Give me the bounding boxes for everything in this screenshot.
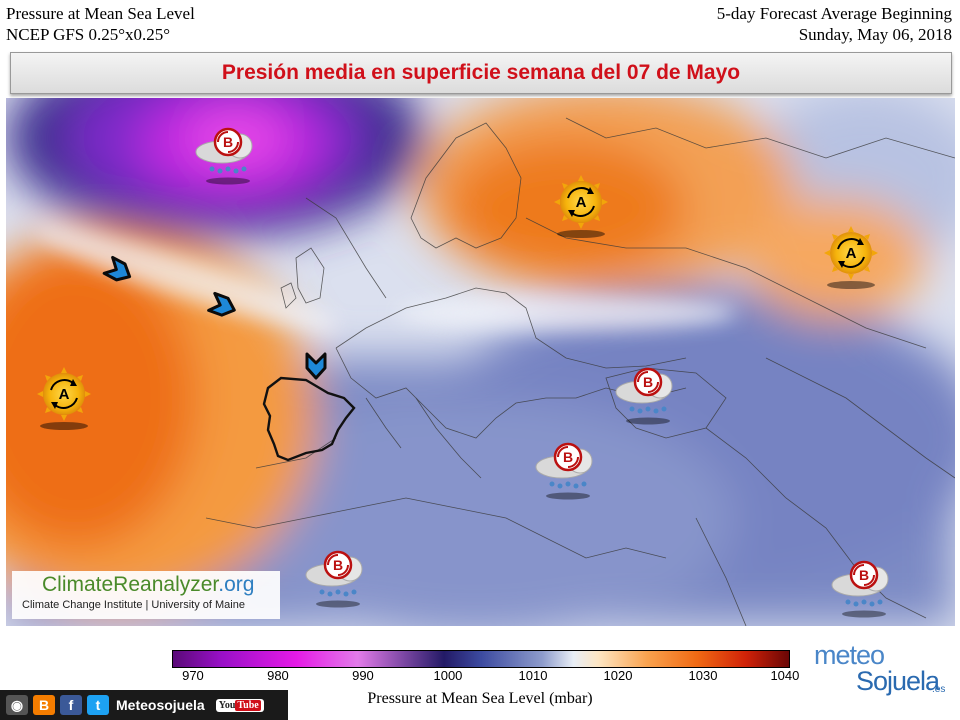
low-label: B bbox=[563, 449, 573, 465]
high-label: A bbox=[576, 194, 587, 211]
banner-title: Presión media en superficie semana del 0… bbox=[221, 61, 741, 84]
iberia-outline bbox=[262, 376, 356, 462]
colorbar-ticks: 970 980 990 1000 1010 1020 1030 1040 bbox=[172, 668, 799, 688]
meteosojuela-logo: meteo Sojuela .es bbox=[814, 640, 954, 700]
low-label: B bbox=[223, 134, 233, 150]
instagram-icon[interactable]: ◉ bbox=[6, 695, 28, 715]
map-variable-title: Pressure at Mean Sea Level bbox=[6, 4, 195, 23]
colorbar-tick: 1000 bbox=[433, 668, 463, 683]
header: Pressure at Mean Sea Level NCEP GFS 0.25… bbox=[0, 0, 960, 48]
colorbar-tick: 990 bbox=[352, 668, 374, 683]
pressure-map: A A A B B B B B bbox=[6, 98, 955, 626]
colorbar-tick: 1030 bbox=[688, 668, 718, 683]
high-label: A bbox=[59, 386, 70, 403]
low-label: B bbox=[333, 557, 343, 573]
logo-suffix: .es bbox=[932, 684, 946, 695]
watermark-brand: ClimateReanalyzer.org bbox=[42, 573, 255, 596]
forecast-description: 5-day Forecast Average Beginning bbox=[716, 4, 952, 23]
high-label: A bbox=[846, 245, 857, 262]
low-label: B bbox=[859, 567, 869, 583]
low-label: B bbox=[643, 374, 653, 390]
facebook-icon[interactable]: f bbox=[60, 695, 82, 715]
logo-sojuela: Sojuela bbox=[856, 666, 940, 696]
watermark-credit: Climate Change Institute | University of… bbox=[22, 599, 245, 611]
logo-meteo: meteo bbox=[814, 640, 885, 670]
twitter-icon[interactable]: t bbox=[87, 695, 109, 715]
social-handle[interactable]: Meteosojuela bbox=[116, 697, 205, 713]
pressure-colorbar bbox=[172, 650, 790, 668]
social-bar: ◉ B f t Meteosojuela You Tube bbox=[0, 690, 288, 720]
colorbar-label: Pressure at Mean Sea Level (mbar) bbox=[367, 690, 593, 707]
title-banner: Presión media en superficie semana del 0… bbox=[10, 52, 952, 94]
map-canvas: A A A B B B B B bbox=[6, 98, 955, 626]
colorbar-tick: 1040 bbox=[770, 668, 800, 683]
header-right: 5-day Forecast Average Beginning Sunday,… bbox=[717, 3, 952, 45]
colorbar-tick: 970 bbox=[182, 668, 204, 683]
header-left: Pressure at Mean Sea Level NCEP GFS 0.25… bbox=[6, 3, 195, 45]
forecast-date: Sunday, May 06, 2018 bbox=[798, 25, 952, 44]
colorbar-tick: 1010 bbox=[518, 668, 548, 683]
climate-reanalyzer-watermark: ClimateReanalyzer.org Climate Change Ins… bbox=[12, 571, 280, 619]
colorbar-tick: 980 bbox=[267, 668, 289, 683]
model-name: NCEP GFS 0.25°x0.25° bbox=[6, 25, 171, 44]
colorbar-tick: 1020 bbox=[603, 668, 633, 683]
blogger-icon[interactable]: B bbox=[33, 695, 55, 715]
youtube-icon[interactable]: You Tube bbox=[215, 698, 264, 712]
